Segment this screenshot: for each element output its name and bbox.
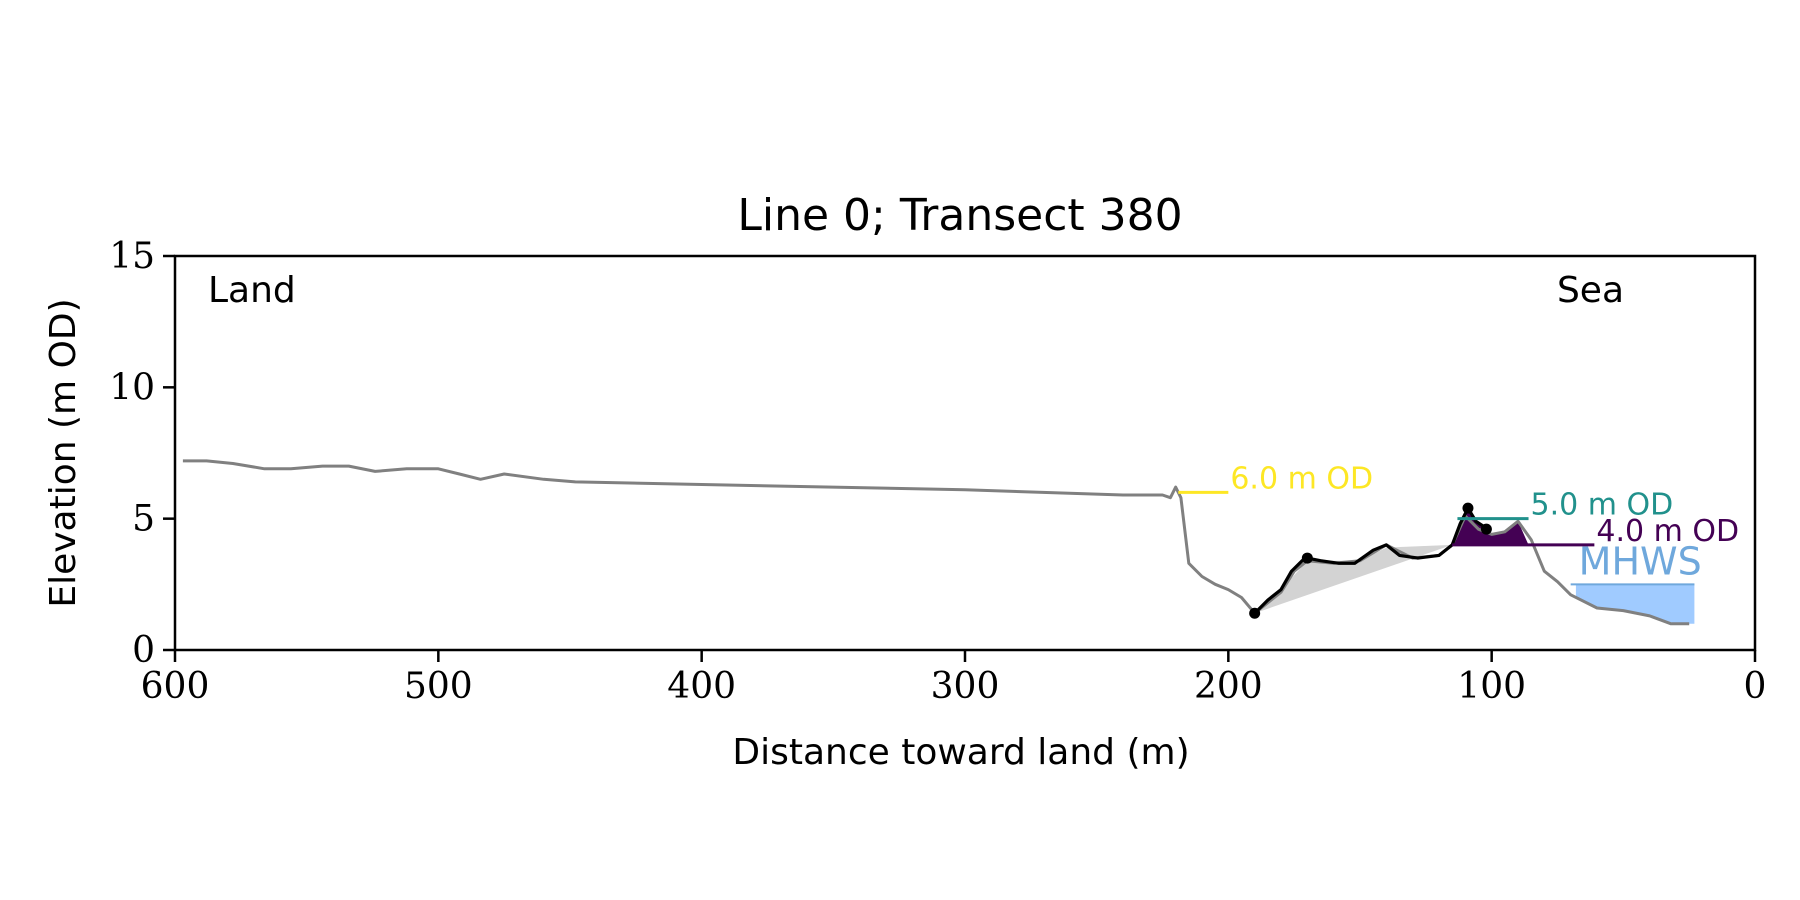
x-tick-label: 100 <box>1457 666 1526 707</box>
corner-label-land: Land <box>208 270 296 311</box>
x-tick-label: 600 <box>141 666 210 707</box>
level-label-1: 5.0 m OD <box>1531 488 1674 523</box>
fill-area-2 <box>1575 584 1695 624</box>
x-axis-ticks: 600 500 400 300 200 100 0 <box>141 650 1767 707</box>
level-label-0: 6.0 m OD <box>1230 461 1373 496</box>
y-tick-label: 5 <box>132 499 155 540</box>
x-tick-label: 200 <box>1194 666 1263 707</box>
plot-frame <box>173 254 1757 652</box>
x-tick-label: 300 <box>931 666 1000 707</box>
y-tick-label: 10 <box>109 367 155 408</box>
marker-point-3 <box>1480 523 1492 535</box>
x-axis-label: Distance toward land (m) <box>732 732 1189 773</box>
level-label-2: 4.0 m OD <box>1596 514 1739 549</box>
chart-title: Line 0; Transect 380 <box>737 190 1182 241</box>
x-tick-label: 500 <box>404 666 473 707</box>
y-axis-label: Elevation (m OD) <box>43 298 84 607</box>
y-axis-ticks: 0 5 10 15 <box>109 236 175 671</box>
level-label-3: MHWS <box>1579 539 1702 583</box>
corner-label-sea: Sea <box>1557 270 1624 311</box>
marker-point-2 <box>1462 502 1474 514</box>
x-tick-label: 400 <box>667 666 736 707</box>
x-tick-label: 0 <box>1744 666 1767 707</box>
marker-point-1 <box>1301 552 1313 564</box>
marker-point-0 <box>1249 607 1261 619</box>
markers-layer <box>1249 502 1492 619</box>
fill-area-0 <box>1254 544 1453 614</box>
profile-line-0 <box>182 459 1690 626</box>
y-tick-label: 0 <box>132 630 155 671</box>
y-tick-label: 15 <box>109 236 155 277</box>
